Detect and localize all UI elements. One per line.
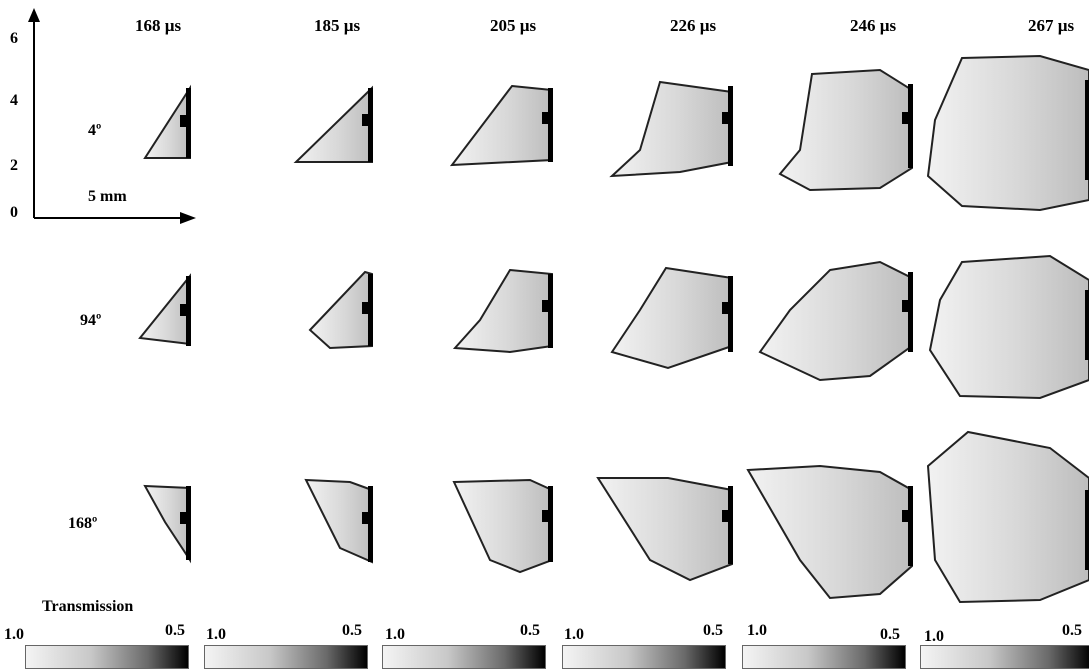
spray-image bbox=[609, 80, 733, 178]
spray-image bbox=[926, 430, 1089, 604]
angle-label-4: 4º bbox=[88, 122, 102, 139]
spray-image bbox=[610, 266, 733, 370]
colorbar-5-max: 0.5 bbox=[880, 626, 900, 643]
spray-image bbox=[596, 477, 733, 582]
axis-tick-2: 2 bbox=[10, 157, 18, 174]
spray-image bbox=[928, 254, 1089, 400]
colorbar-3-min: 1.0 bbox=[385, 626, 405, 643]
time-label-2: 185 µs bbox=[314, 16, 361, 35]
scale-bar-label: 5 mm bbox=[88, 188, 127, 205]
colorbar-1 bbox=[25, 645, 189, 669]
colorbar-2-min: 1.0 bbox=[206, 626, 226, 643]
spray-image bbox=[926, 54, 1089, 212]
spray-row-168deg bbox=[143, 430, 1089, 604]
arrow-up-icon bbox=[28, 8, 40, 22]
spray-row-4deg bbox=[143, 54, 1089, 212]
arrow-right-icon bbox=[180, 212, 196, 224]
colorbar-1-max: 0.5 bbox=[165, 622, 185, 639]
spray-image bbox=[293, 85, 373, 163]
colorbar-4-max: 0.5 bbox=[703, 622, 723, 639]
spray-image bbox=[746, 464, 913, 600]
time-label-5: 246 µs bbox=[850, 16, 897, 35]
colorbar-1-min: 1.0 bbox=[4, 626, 24, 643]
spray-image bbox=[308, 270, 373, 350]
spray-image bbox=[778, 68, 913, 192]
time-label-3: 205 µs bbox=[490, 16, 537, 35]
axis-tick-6: 6 bbox=[10, 30, 18, 47]
angle-label-168: 168º bbox=[68, 515, 98, 532]
colorbar-2-max: 0.5 bbox=[342, 622, 362, 639]
colorbar-5-min: 1.0 bbox=[747, 622, 767, 639]
colorbar-3-max: 0.5 bbox=[520, 622, 540, 639]
spray-image bbox=[452, 478, 553, 574]
axis-tick-0: 0 bbox=[10, 204, 18, 221]
spray-row-94deg bbox=[138, 254, 1089, 400]
spray-image bbox=[758, 260, 913, 382]
spray-image bbox=[449, 84, 553, 167]
colorbar-4 bbox=[562, 645, 726, 669]
colorbar-6-max: 0.5 bbox=[1062, 622, 1082, 639]
time-label-6: 267 µs bbox=[1028, 16, 1075, 35]
angle-label-94: 94º bbox=[80, 312, 102, 329]
colorbar-4-min: 1.0 bbox=[564, 626, 584, 643]
time-label-4: 226 µs bbox=[670, 16, 717, 35]
axis-tick-4: 4 bbox=[10, 92, 18, 109]
spray-image bbox=[452, 268, 553, 354]
time-label-1: 168 µs bbox=[135, 16, 182, 35]
colorbar-6-min: 1.0 bbox=[924, 628, 944, 645]
colorbar-title: Transmission bbox=[42, 598, 134, 615]
axis-arrows bbox=[28, 8, 196, 224]
